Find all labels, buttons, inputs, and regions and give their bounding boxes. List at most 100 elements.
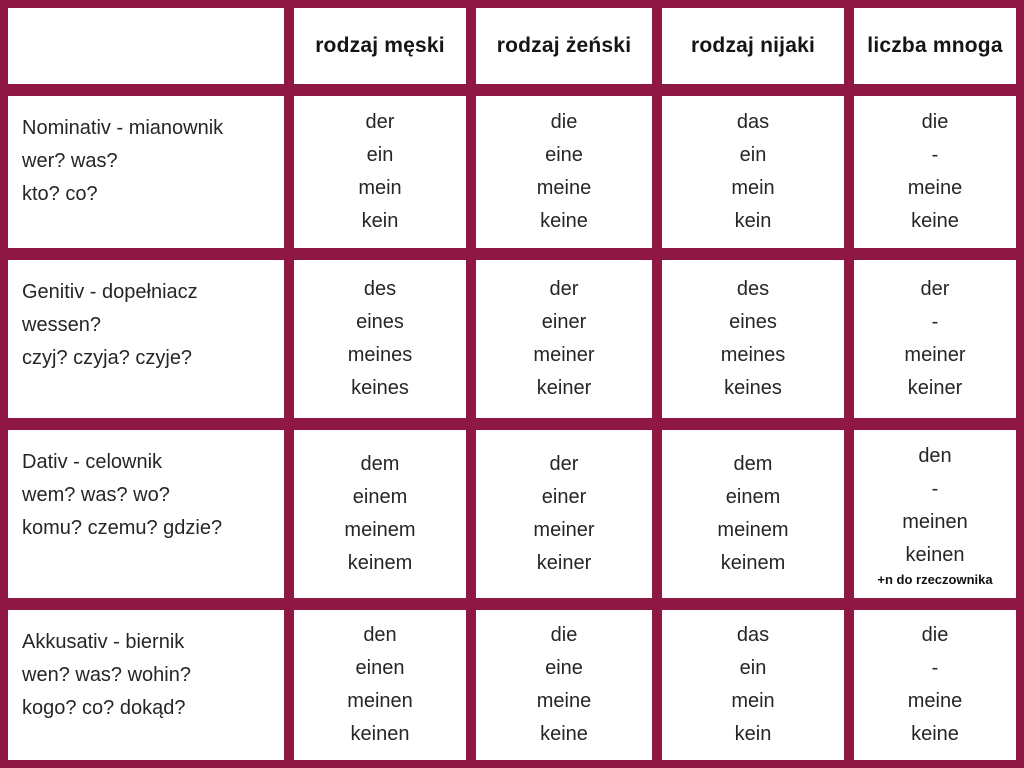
form-line: meinem <box>344 519 416 541</box>
form-line: einem <box>352 486 408 508</box>
form-line: meinem <box>717 519 789 541</box>
column-header-label: rodzaj nijaki <box>691 34 815 57</box>
form-line: ein <box>366 144 394 166</box>
case-label-line: wem? was? wo? <box>22 484 170 506</box>
form-line: - <box>931 478 939 500</box>
form-line: keinen <box>905 544 965 566</box>
case-label-line: komu? czemu? gdzie? <box>22 517 223 539</box>
forms-cell-1-2: des eines meines keines <box>662 260 844 418</box>
form-line: ein <box>739 657 767 679</box>
form-line: der <box>365 111 395 133</box>
form-line: kein <box>734 210 772 232</box>
forms-cell-3-1: die eine meine keine <box>476 610 652 760</box>
form-line: einen <box>355 657 405 679</box>
column-header-4: liczba mnoga <box>854 8 1016 84</box>
case-label-line: wer? was? <box>22 150 118 172</box>
forms-cell-1-3: der - meiner keiner <box>854 260 1016 418</box>
form-line: meinen <box>902 511 968 533</box>
form-line: keiner <box>536 552 592 574</box>
form-line: einer <box>541 311 587 333</box>
forms-cell-0-1: die eine meine keine <box>476 96 652 248</box>
form-line: meines <box>347 344 413 366</box>
form-line: keinem <box>720 552 786 574</box>
case-label-cell-0: Nominativ - mianownik wer? was? kto? co? <box>8 96 284 248</box>
form-line: keiner <box>907 377 963 399</box>
form-line: der <box>549 453 579 475</box>
form-line: keine <box>911 210 959 232</box>
column-header-2: rodzaj żeński <box>476 8 652 84</box>
case-label-line: wen? was? wohin? <box>22 664 191 686</box>
forms-cell-2-0: dem einem meinem keinem <box>294 430 466 598</box>
form-line: keiner <box>536 377 592 399</box>
forms-cell-0-3: die - meine keine <box>854 96 1016 248</box>
form-line: das <box>736 624 770 646</box>
column-header-label: liczba mnoga <box>867 34 1003 57</box>
case-label-line: wessen? <box>22 314 101 336</box>
form-line: eine <box>545 657 583 679</box>
form-line: meine <box>536 690 592 712</box>
form-line: meiner <box>904 344 966 366</box>
form-line: ein <box>739 144 767 166</box>
form-line: des <box>363 278 397 300</box>
form-line: meine <box>907 690 963 712</box>
case-label-cell-2: Dativ - celownik wem? was? wo? komu? czemu… <box>8 430 284 598</box>
form-line: die <box>550 624 578 646</box>
case-label-line: Genitiv - dopełniacz <box>22 281 198 303</box>
form-line: eines <box>729 311 777 333</box>
form-line: keinem <box>347 552 413 574</box>
case-label-line: czyj? czyja? czyje? <box>22 347 193 369</box>
form-line: keinen <box>350 723 410 745</box>
forms-note: +n do rzeczownika <box>877 572 993 587</box>
case-label-line: kto? co? <box>22 183 98 205</box>
form-line: keines <box>724 377 782 399</box>
column-header-1: rodzaj męski <box>294 8 466 84</box>
forms-cell-3-3: die - meine keine <box>854 610 1016 760</box>
case-label-cell-1: Genitiv - dopełniacz wessen? czyj? czyja? … <box>8 260 284 418</box>
form-line: meinen <box>347 690 413 712</box>
form-line: dem <box>733 453 773 475</box>
form-line: meiner <box>533 519 595 541</box>
forms-cell-0-2: das ein mein kein <box>662 96 844 248</box>
form-line: - <box>931 144 939 166</box>
case-label-cell-3: Akkusativ - biernik wen? was? wohin? kogo?… <box>8 610 284 760</box>
form-line: mein <box>731 177 775 199</box>
form-line: einem <box>725 486 781 508</box>
form-line: eines <box>356 311 404 333</box>
forms-cell-1-0: des eines meines keines <box>294 260 466 418</box>
form-line: meines <box>720 344 786 366</box>
forms-cell-2-2: dem einem meinem keinem <box>662 430 844 598</box>
form-line: der <box>549 278 579 300</box>
form-line: der <box>920 278 950 300</box>
forms-cell-0-0: der ein mein kein <box>294 96 466 248</box>
column-header-label: rodzaj żeński <box>496 34 632 57</box>
forms-cell-2-3: den - meinen keinen +n do rzeczownika <box>854 430 1016 598</box>
case-label-line: kogo? co? dokąd? <box>22 697 186 719</box>
corner-cell <box>8 8 284 84</box>
form-line: mein <box>358 177 402 199</box>
form-line: des <box>736 278 770 300</box>
column-header-3: rodzaj nijaki <box>662 8 844 84</box>
form-line: den <box>363 624 397 646</box>
form-line: das <box>736 111 770 133</box>
column-header-label: rodzaj męski <box>315 34 445 57</box>
form-line: meine <box>536 177 592 199</box>
form-line: keine <box>540 723 588 745</box>
form-line: eine <box>545 144 583 166</box>
form-line: - <box>931 311 939 333</box>
form-line: die <box>921 111 949 133</box>
form-line: meiner <box>533 344 595 366</box>
form-line: kein <box>734 723 772 745</box>
forms-cell-3-2: das ein mein kein <box>662 610 844 760</box>
form-line: den <box>918 445 952 467</box>
case-label-line: Nominativ - mianownik <box>22 117 224 139</box>
form-line: keines <box>351 377 409 399</box>
form-line: die <box>921 624 949 646</box>
form-line: kein <box>361 210 399 232</box>
form-line: dem <box>360 453 400 475</box>
form-line: keine <box>911 723 959 745</box>
forms-cell-3-0: den einen meinen keinen <box>294 610 466 760</box>
form-line: - <box>931 657 939 679</box>
form-line: einer <box>541 486 587 508</box>
case-label-line: Akkusativ - biernik <box>22 631 185 653</box>
form-line: die <box>550 111 578 133</box>
